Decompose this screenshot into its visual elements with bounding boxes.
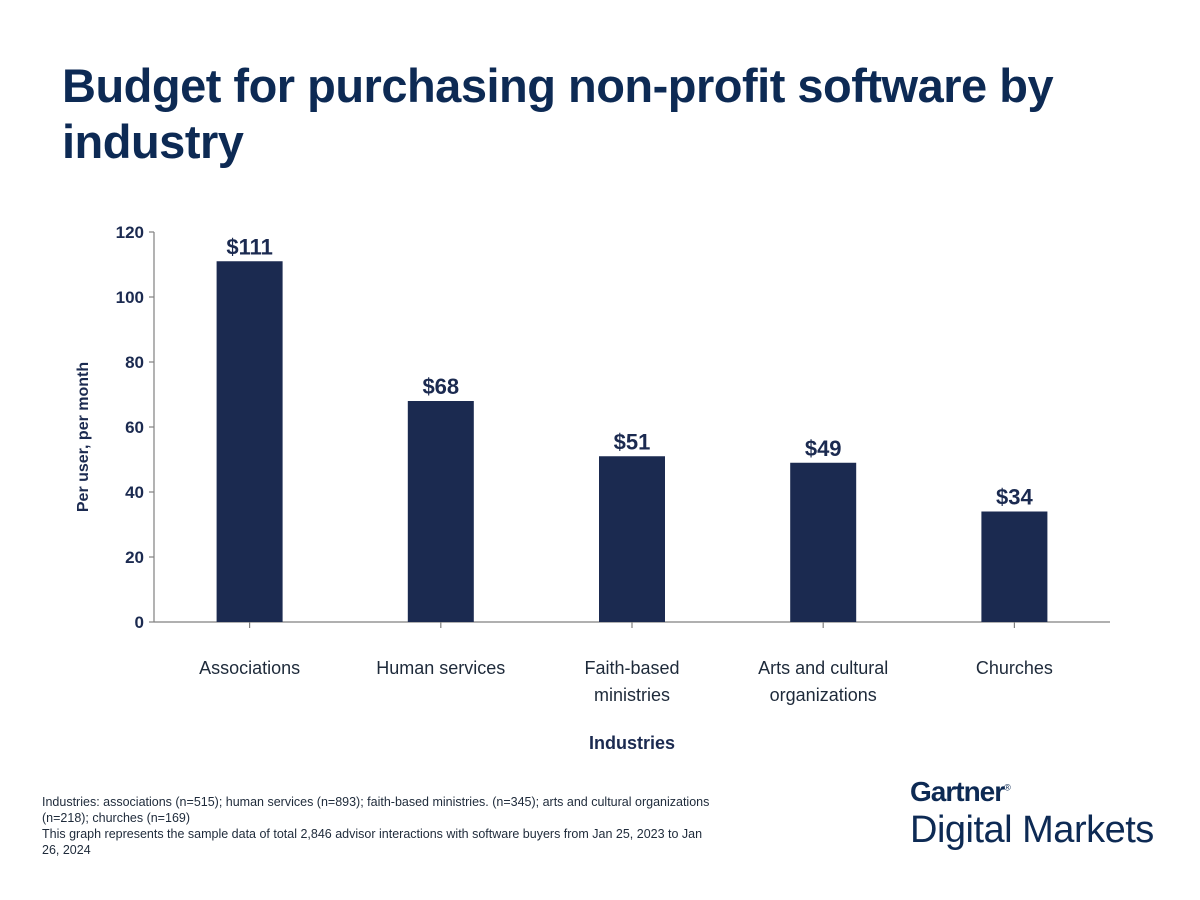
y-axis-title: Per user, per month	[75, 362, 92, 512]
bar-2	[599, 456, 665, 622]
y-tick-label: 60	[125, 418, 144, 437]
x-tick-label: Associations	[199, 658, 300, 678]
logo-registered-mark: ®	[1004, 782, 1011, 793]
gartner-logo: Gartner® Digital Markets	[910, 776, 1154, 850]
y-tick-label: 0	[135, 613, 144, 632]
bar-4	[981, 511, 1048, 622]
bar-1	[407, 401, 474, 622]
x-tick-label: Faith-based ministries	[584, 658, 679, 705]
bar-0	[216, 261, 283, 622]
y-tick-label: 120	[116, 223, 144, 242]
x-axis-title: Industries	[589, 733, 675, 753]
x-tick-label: Arts and cultural organizations	[758, 658, 888, 705]
y-tick-label: 20	[125, 548, 144, 567]
data-label: $111	[226, 234, 273, 259]
x-tick-label: Churches	[976, 658, 1053, 678]
data-label: $49	[805, 436, 842, 461]
y-tick-label: 80	[125, 353, 144, 372]
y-tick-label: 100	[116, 288, 144, 307]
logo-digital-markets: Digital Markets	[910, 809, 1154, 851]
data-label: $68	[422, 374, 459, 399]
data-label: $51	[614, 429, 651, 454]
footnote: Industries: associations (n=515); human …	[42, 794, 722, 858]
x-tick-label: Human services	[376, 658, 505, 678]
footnote-source: This graph represents the sample data of…	[42, 827, 703, 857]
data-label: $34	[996, 485, 1033, 510]
bar-3	[790, 462, 857, 622]
footnote-sample-sizes: Industries: associations (n=515); human …	[42, 795, 710, 825]
logo-gartner: Gartner	[910, 776, 1005, 807]
y-tick-label: 40	[125, 483, 144, 502]
chart-title: Budget for purchasing non-profit softwar…	[62, 59, 1054, 168]
